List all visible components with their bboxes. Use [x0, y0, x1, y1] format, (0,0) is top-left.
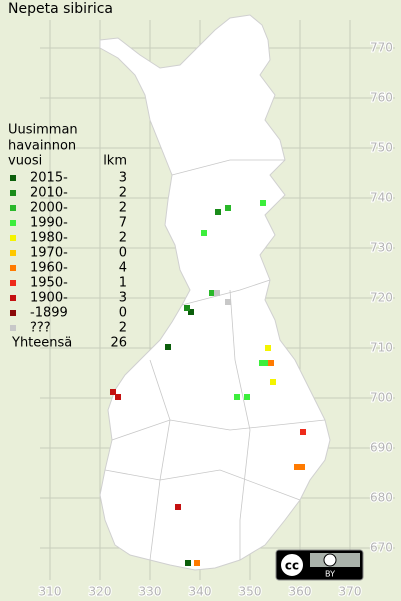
legend-count: 7	[119, 216, 127, 231]
observation	[214, 290, 220, 296]
x-tick-label: 370	[339, 585, 362, 599]
observation	[299, 464, 305, 470]
observation	[194, 560, 200, 566]
legend-label: 1970-	[30, 246, 68, 261]
observation	[234, 394, 240, 400]
observation	[265, 345, 271, 351]
license-badge: cc BY	[275, 549, 364, 581]
observation	[260, 200, 266, 206]
observation	[259, 360, 265, 366]
x-tick-label: 340	[189, 585, 212, 599]
observation	[225, 299, 231, 305]
legend-count: 2	[119, 186, 127, 201]
legend-count: 0	[119, 246, 127, 261]
legend-label: 2000-	[30, 201, 68, 216]
legend-swatch	[10, 235, 16, 241]
y-tick-label: 730	[370, 241, 393, 255]
observation	[244, 394, 250, 400]
y-tick-label: 710	[370, 341, 393, 355]
legend-swatch	[10, 280, 16, 286]
y-tick-label: 700	[370, 391, 393, 405]
x-tick-label: 310	[39, 585, 62, 599]
observation	[201, 230, 207, 236]
y-tick-label: 740	[370, 191, 393, 205]
points	[110, 200, 306, 566]
legend-count: 3	[119, 171, 127, 186]
legend-count: 3	[119, 291, 127, 306]
legend-label: 2010-	[30, 186, 68, 201]
legend-swatch	[10, 175, 16, 181]
legend-count: 2	[119, 231, 127, 246]
y-tick-label: 720	[370, 291, 393, 305]
legend-label: 1980-	[30, 231, 68, 246]
legend-label: 1960-	[30, 261, 68, 276]
observation	[270, 379, 276, 385]
legend-total-label: Yhteensä	[11, 336, 72, 351]
legend-swatch	[10, 250, 16, 256]
axis-labels: 310 320 330 340 350 360 3706706806907007107207…	[38, 40, 394, 600]
observation	[184, 305, 190, 311]
legend-total: 26	[110, 336, 127, 351]
legend-label: -1899	[30, 306, 68, 321]
cc-circle	[279, 552, 305, 578]
observation	[165, 344, 171, 350]
observation	[110, 389, 116, 395]
legend-swatch	[10, 325, 16, 331]
legend-swatch	[10, 205, 16, 211]
x-tick-label: 330	[139, 585, 162, 599]
by-icon	[323, 553, 337, 567]
legend-swatch	[10, 295, 16, 301]
observation	[185, 560, 191, 566]
legend-count: 4	[119, 261, 127, 276]
observation	[215, 209, 221, 215]
y-tick-label: 670	[370, 541, 393, 555]
legend-swatch	[10, 220, 16, 226]
legend-label: 2015-	[30, 171, 68, 186]
legend-count: 0	[119, 306, 127, 321]
title: Nepeta sibirica	[8, 1, 113, 17]
legend-label: 1900-	[30, 291, 68, 306]
legend-count: 2	[119, 201, 127, 216]
by-text: BY	[325, 570, 335, 579]
regions	[104, 159, 326, 561]
y-tick-label: 760	[370, 91, 393, 105]
y-tick-label: 750	[370, 141, 393, 155]
legend-label: 1950-	[30, 276, 68, 291]
legend-swatch	[10, 265, 16, 271]
legend-label: ???	[30, 321, 51, 336]
legend-heading: havainnon	[8, 139, 76, 154]
observation	[264, 360, 270, 366]
observation	[188, 309, 194, 315]
legend-label: 1990-	[30, 216, 68, 231]
x-tick-label: 350	[239, 585, 262, 599]
y-tick-label: 770	[370, 41, 393, 55]
observation	[225, 205, 231, 211]
legend-count: 2	[119, 321, 127, 336]
x-tick-label: 360	[289, 585, 312, 599]
legend-heading: vuosi	[8, 154, 42, 169]
observation	[268, 360, 274, 366]
legend-heading: Uusimman	[8, 123, 78, 138]
legend: Uusimman havainnon vuosi lkm 2015- 32010-…	[8, 123, 127, 351]
y-tick-label: 680	[370, 491, 393, 505]
observation	[175, 504, 181, 510]
legend-swatch	[10, 310, 16, 316]
observation	[294, 464, 300, 470]
legend-count: 1	[119, 276, 127, 291]
observation	[300, 429, 306, 435]
observation	[115, 394, 121, 400]
x-tick-label: 320	[89, 585, 112, 599]
y-tick-label: 690	[370, 441, 393, 455]
observation	[209, 290, 215, 296]
legend-swatch	[10, 190, 16, 196]
legend-count-heading: lkm	[103, 154, 127, 169]
cc-text: cc	[285, 559, 299, 573]
